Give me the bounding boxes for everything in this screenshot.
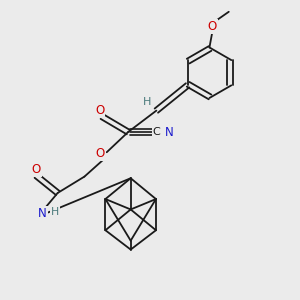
Text: O: O (32, 163, 41, 176)
Text: H: H (51, 207, 59, 217)
Text: O: O (95, 103, 104, 116)
Text: O: O (208, 20, 217, 33)
Text: N: N (164, 125, 173, 139)
Text: C: C (152, 127, 160, 137)
Text: O: O (96, 147, 105, 160)
Text: N: N (38, 207, 46, 220)
Text: H: H (143, 97, 152, 107)
